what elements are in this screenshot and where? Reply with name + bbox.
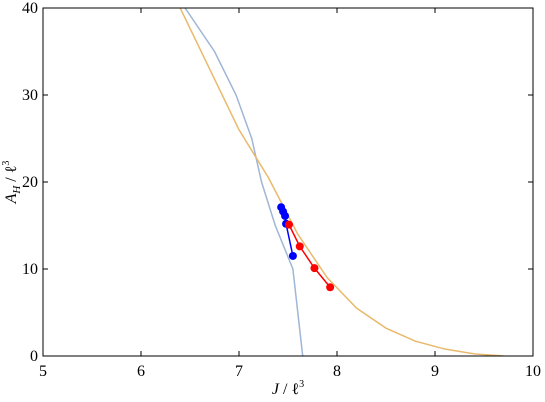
x-tick-label: 10 (525, 363, 541, 380)
y-axis-label: AH / ℓ3 (1, 161, 23, 205)
y-tick-label: 20 (22, 174, 38, 191)
y-tick-label: 10 (22, 261, 38, 278)
point (281, 211, 290, 220)
point (295, 242, 304, 251)
point (288, 251, 297, 260)
series-line (184, 8, 304, 356)
point (326, 283, 335, 292)
point (310, 264, 319, 273)
y-tick-label: 0 (30, 348, 38, 365)
y-tick-label: 30 (22, 87, 38, 104)
x-tick-label: 5 (39, 363, 47, 380)
x-tick-label: 6 (137, 363, 145, 380)
point (284, 220, 293, 229)
series-line (288, 224, 331, 288)
x-tick-label: 9 (431, 363, 439, 380)
series-line (179, 8, 504, 356)
x-tick-label: 8 (333, 363, 341, 380)
x-axis-label: J / ℓ3 (272, 379, 304, 398)
x-tick-label: 7 (235, 363, 243, 380)
y-tick-label: 40 (22, 0, 38, 17)
plot-frame (42, 7, 534, 357)
